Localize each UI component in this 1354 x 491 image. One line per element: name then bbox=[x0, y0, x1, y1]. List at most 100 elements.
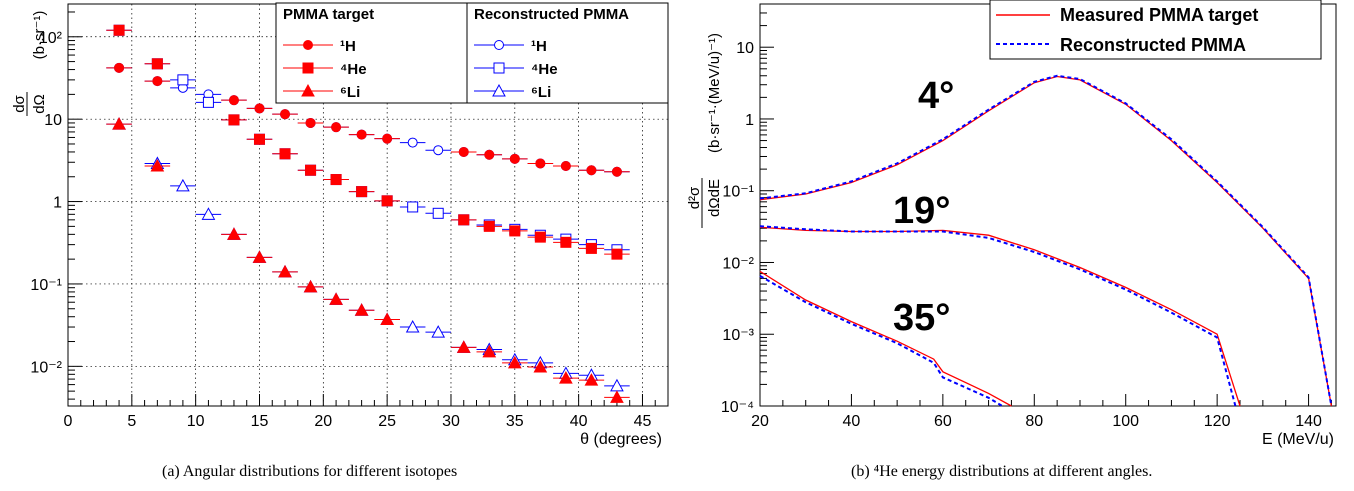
right-x-axis-label: E (MeV/u) bbox=[1262, 431, 1334, 448]
right-x-tick-label: 100 bbox=[1112, 413, 1139, 430]
measured-curve-35deg bbox=[759, 270, 1012, 407]
left-data-point bbox=[202, 96, 214, 108]
left-data-point bbox=[279, 148, 291, 160]
left-data-point bbox=[254, 103, 265, 114]
left-data-point bbox=[407, 201, 419, 213]
legend-measured-entry: ⁶Li bbox=[340, 84, 360, 101]
left-y-tick-label: 10⁻¹ bbox=[30, 277, 62, 294]
caption-left: (a) Angular distributions for different … bbox=[162, 463, 458, 480]
left-data-point bbox=[176, 178, 190, 192]
right-series bbox=[759, 74, 1333, 407]
left-data-point bbox=[456, 340, 471, 353]
reconstructed-curve-4deg bbox=[759, 74, 1333, 407]
left-series-triangle-open bbox=[106, 117, 630, 392]
caption-right: (b) ⁴He energy distributions at differen… bbox=[851, 463, 1153, 480]
left-data-point bbox=[252, 250, 267, 263]
left-data-point bbox=[177, 74, 189, 86]
left-data-point bbox=[112, 117, 126, 130]
energy-distribution-chart: 20 40 60 80 100 120 140 10⁻⁴ 10⁻³ 10⁻² 10⁻¹ 1 10 E (… bbox=[686, 0, 1337, 448]
left-x-tick-label: 30 bbox=[442, 413, 460, 430]
left-x-tick-label: 5 bbox=[127, 413, 136, 430]
left-data-point bbox=[533, 360, 548, 373]
right-ticks: 20 40 60 80 100 120 140 10⁻⁴ 10⁻³ 10⁻² 10⁻¹ 1 10 bbox=[721, 3, 1332, 430]
left-x-axis-label: θ (degrees) bbox=[580, 431, 662, 448]
svg-text:dΩ: dΩ bbox=[31, 94, 48, 114]
left-y-tick-label: 10 bbox=[44, 112, 62, 129]
left-data-point bbox=[152, 76, 163, 87]
left-data-point bbox=[381, 195, 393, 207]
right-y-tick-label: 10⁻³ bbox=[722, 327, 754, 344]
right-y-tick-label: 10⁻² bbox=[722, 255, 754, 272]
legend-measured-label: Measured PMMA target bbox=[1060, 5, 1258, 25]
legend-measured-marker bbox=[303, 40, 313, 50]
left-data-point bbox=[611, 248, 623, 260]
svg-text:d²σ: d²σ bbox=[686, 186, 703, 209]
left-data-point bbox=[329, 292, 343, 305]
left-data-point bbox=[458, 214, 470, 226]
left-series-circle-filled bbox=[106, 62, 630, 177]
left-x-tick-label: 40 bbox=[570, 413, 588, 430]
reconstructed-curve-19deg bbox=[759, 225, 1237, 407]
legend-reconstructed-marker bbox=[494, 40, 504, 50]
left-series-triangle-filled bbox=[106, 117, 630, 403]
left-data-point bbox=[507, 355, 522, 369]
left-data-point bbox=[535, 158, 546, 169]
right-y-tick-label: 1 bbox=[745, 112, 754, 129]
left-data-point bbox=[354, 303, 369, 316]
left-data-point bbox=[559, 371, 573, 384]
left-data-point bbox=[303, 279, 318, 293]
left-data-point bbox=[228, 114, 240, 126]
svg-text:dΩdE: dΩdE bbox=[706, 179, 723, 217]
legend-reconstructed-entry: ¹H bbox=[531, 38, 547, 55]
left-data-point bbox=[227, 227, 241, 240]
left-data-point bbox=[458, 146, 469, 157]
left-y-tick-label: 10² bbox=[39, 30, 63, 47]
svg-text:dσ: dσ bbox=[11, 94, 28, 112]
left-data-point bbox=[586, 165, 597, 176]
right-plot-frame bbox=[759, 3, 1337, 407]
left-data-point bbox=[330, 174, 342, 186]
left-data-point bbox=[201, 207, 216, 220]
left-data-point bbox=[150, 158, 165, 172]
measured-curve-4deg bbox=[759, 75, 1333, 407]
left-x-tick-label: 35 bbox=[506, 413, 524, 430]
left-data-point bbox=[278, 264, 292, 278]
left-data-point bbox=[380, 312, 394, 326]
left-x-tick-label: 25 bbox=[378, 413, 396, 430]
left-legend-measured: PMMA target ¹H ⁴He ⁶Li bbox=[275, 2, 468, 104]
left-data-point bbox=[113, 24, 125, 36]
legend-measured-title: PMMA target bbox=[283, 6, 374, 23]
left-data-point bbox=[432, 207, 444, 219]
left-legend-reconstructed: Reconstructed PMMA ¹H ⁴He ⁶Li bbox=[466, 2, 669, 104]
svg-text:(b·sr⁻¹): (b·sr⁻¹) bbox=[31, 11, 48, 60]
left-data-point bbox=[405, 319, 420, 333]
left-data-point bbox=[483, 220, 495, 232]
left-data-point bbox=[484, 149, 495, 160]
legend-measured-marker bbox=[301, 83, 315, 97]
left-data-point bbox=[407, 137, 418, 148]
legend-reconstructed-entry: ⁴He bbox=[531, 61, 558, 78]
left-data-point bbox=[560, 161, 571, 172]
right-x-tick-label: 80 bbox=[1025, 413, 1043, 430]
left-data-point bbox=[305, 164, 317, 176]
left-series-square-filled bbox=[106, 24, 630, 260]
annotation-35deg: 35° bbox=[893, 297, 950, 339]
right-x-tick-label: 120 bbox=[1204, 413, 1231, 430]
annotation-19deg: 19° bbox=[893, 190, 950, 232]
right-legend: Measured PMMA target Reconstructed PMMA bbox=[989, 0, 1322, 60]
legend-reconstructed-label: Reconstructed PMMA bbox=[1060, 35, 1246, 55]
reconstructed-curve-35deg bbox=[759, 275, 1003, 407]
left-data-point bbox=[610, 390, 624, 403]
right-x-tick-label: 60 bbox=[934, 413, 952, 430]
left-data-point bbox=[356, 129, 367, 140]
left-x-tick-label: 0 bbox=[64, 413, 73, 430]
left-data-point bbox=[382, 133, 393, 144]
left-data-point bbox=[356, 186, 368, 198]
legend-measured-marker bbox=[302, 62, 314, 74]
measured-curve-19deg bbox=[759, 226, 1241, 407]
left-y-tick-label: 1 bbox=[53, 195, 62, 212]
left-data-point bbox=[611, 166, 622, 177]
right-y-axis-label: d²σ dΩdE (b·sr⁻¹·(MeV/u)⁻¹) bbox=[686, 33, 723, 228]
left-x-tick-label: 20 bbox=[314, 413, 332, 430]
